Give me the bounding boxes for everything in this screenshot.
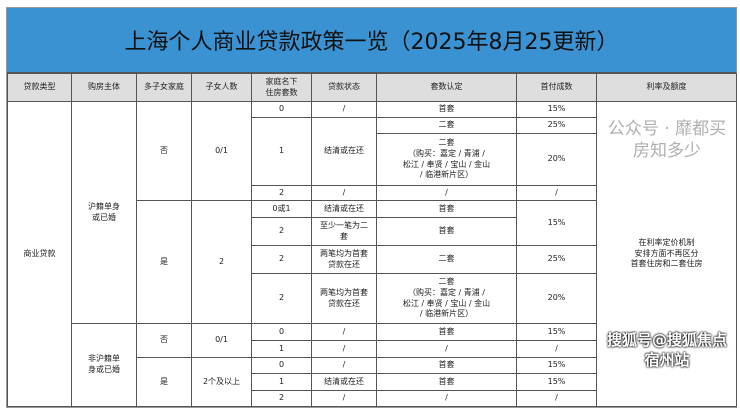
table-row: 二套 （购买：嘉定 / 青浦 / 松江 / 奉贤 / 宝山 / 金山 / 临港新… [8, 133, 737, 186]
table-cell: 商业贷款 [7, 101, 72, 407]
table-cell: 2 [251, 273, 312, 324]
table-cell: / [311, 185, 377, 201]
table-cell: 至少一笔为二 套 [311, 217, 377, 246]
table-cell: 1 [251, 373, 312, 391]
table-cell: 15% [516, 373, 597, 391]
table-cell: 15% [516, 101, 597, 118]
table-cell: 1 [251, 340, 312, 358]
table-cell: 首套 [376, 357, 517, 374]
table-cell: 1 [251, 117, 312, 186]
table-cell: / [516, 185, 597, 201]
table-cell: 20% [516, 133, 597, 186]
table-cell: 二套 （购买：嘉定 / 青浦 / 松江 / 奉贤 / 宝山 / 金山 / 临港新… [376, 133, 517, 186]
watermark-sohu: 搜狐号@搜狐焦点宿州站 [606, 331, 727, 369]
column-header: 贷款类型 [7, 73, 72, 102]
column-header: 子女人数 [191, 73, 252, 102]
table-cell: 15% [516, 200, 597, 246]
table-cell: 2 [251, 390, 312, 407]
table-cell: 0 [251, 357, 312, 374]
table-cell: / [376, 340, 517, 358]
table-cell: / [311, 101, 377, 118]
watermark-wechat: 公众号 · 靡都买房知多少 [607, 119, 727, 161]
table-cell: 二套 （购买：嘉定 / 青浦 / 松江 / 奉贤 / 宝山 / 金山 / 临港新… [376, 273, 517, 324]
column-header: 多子女家庭 [136, 73, 192, 102]
column-header: 首付成数 [516, 73, 597, 102]
table-cell: 结清或在还 [311, 200, 377, 218]
table-row: 1 结清或在还 首套 15% [8, 373, 737, 391]
table-cell: / [376, 390, 517, 407]
table-cell: / [376, 185, 517, 201]
table-cell: 2 [251, 185, 312, 201]
table-cell: 15% [516, 323, 597, 341]
table-cell: / [516, 390, 597, 407]
table-cell: 非沪籍单 身或已婚 [71, 323, 137, 407]
table-cell: 2 [251, 245, 312, 274]
table-cell: 2 [251, 217, 312, 246]
table-row: 非沪籍单 身或已婚否 0/1 0/首套 15% [8, 323, 737, 407]
table-cell: 0 [251, 323, 312, 341]
column-header: 套数认定 [376, 73, 517, 102]
policy-table: 贷款类型 购房主体 多子女家庭 子女人数 家庭名下 住房套数 贷款状态 套数认定 首付成数 利率… [7, 73, 737, 407]
table-row: 2 两笔均为首套 贷款在还 二套 25% [8, 245, 737, 274]
column-header: 利率及额度 [596, 73, 737, 102]
table-cell: 首套 [376, 373, 517, 391]
table-row: 1 结清或在还 二套 25% [8, 117, 737, 186]
table-cell: 首套 [376, 101, 517, 118]
table-cell: 0/1 [191, 323, 252, 358]
table-cell: 首套 [376, 217, 517, 246]
page-title: 上海个人商业贷款政策一览（2025年8月25更新） [7, 8, 736, 73]
table-cell: 结清或在还 [311, 117, 377, 186]
table-cell: 2 [191, 200, 252, 324]
table-cell: / [311, 323, 377, 341]
column-header: 购房主体 [71, 73, 137, 102]
table-cell: / [311, 357, 377, 374]
table-cell: 25% [516, 117, 597, 134]
policy-table-container: 上海个人商业贷款政策一览（2025年8月25更新） 贷款类型 购房主体 多子女家庭子… [6, 7, 737, 408]
table-cell: / [311, 340, 377, 358]
table-cell: 二套 [376, 245, 517, 274]
table-cell: 否 [136, 323, 192, 358]
table-cell: 20% [516, 273, 597, 324]
table-cell: 是 [136, 200, 192, 324]
table-cell: 0 [251, 101, 312, 118]
table-cell: 在利率定价机制 安排方面不再区分 首套住房和二套住房 [596, 101, 737, 407]
header-row: 贷款类型 购房主体 多子女家庭 子女人数 家庭名下 住房套数 贷款状态 套数认定 首付成数 利率… [7, 73, 737, 102]
table-cell: 否 [136, 101, 192, 201]
table-cell: 首套 [376, 200, 517, 218]
table-cell: 二套 [376, 117, 517, 134]
table-cell: 0/1 [191, 101, 252, 201]
table-cell: 2个及以上 [191, 357, 252, 407]
table-cell: 沪籍单身 或已婚 [71, 101, 137, 324]
table-cell: 是 [136, 357, 192, 407]
table-cell: 两笔均为首套 贷款在还 [311, 245, 377, 274]
table-cell: 15% [516, 357, 597, 374]
table-cell: / [516, 340, 597, 358]
table-row: 2// / [8, 390, 737, 407]
table-cell: / [311, 390, 377, 407]
table-cell: 0或1 [251, 200, 312, 218]
table-cell: 两笔均为首套 贷款在还 [311, 273, 377, 324]
column-header: 家庭名下 住房套数 [251, 73, 312, 102]
column-header: 贷款状态 [311, 73, 377, 102]
table-cell: 25% [516, 245, 597, 274]
table-cell: 结清或在还 [311, 373, 377, 391]
table-row: 2 至少一笔为二 套首套 [8, 217, 737, 246]
table-row: 商业贷款 沪籍单身 或已婚否 0/1 0/首套 15% 在利率定价机制 安排方面不再区分 … [7, 101, 737, 407]
table-cell: 首套 [376, 323, 517, 341]
